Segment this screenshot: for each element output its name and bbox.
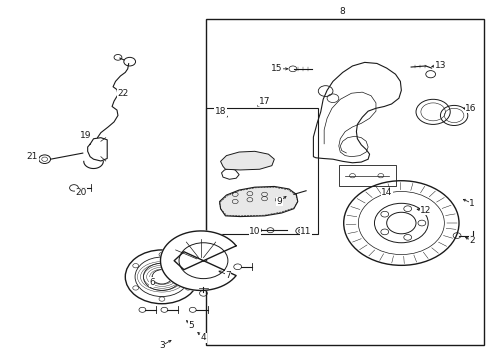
Text: 8: 8 <box>340 7 345 16</box>
Text: 1: 1 <box>469 199 475 208</box>
Text: 16: 16 <box>465 104 476 113</box>
Text: 11: 11 <box>300 228 312 237</box>
Text: 20: 20 <box>75 188 87 197</box>
Text: 14: 14 <box>381 188 392 197</box>
Text: 17: 17 <box>259 96 270 105</box>
Text: 10: 10 <box>249 228 261 237</box>
Text: 18: 18 <box>215 107 226 116</box>
Text: 22: 22 <box>117 89 128 98</box>
Text: 5: 5 <box>188 321 194 330</box>
Text: 19: 19 <box>80 131 92 140</box>
Text: 12: 12 <box>420 206 432 215</box>
Text: 9: 9 <box>276 197 282 206</box>
Text: 13: 13 <box>435 61 446 70</box>
Text: 6: 6 <box>149 278 155 287</box>
Text: 21: 21 <box>27 152 38 161</box>
Text: 4: 4 <box>201 333 206 342</box>
Polygon shape <box>161 231 236 291</box>
Text: 15: 15 <box>271 64 283 73</box>
Polygon shape <box>220 151 274 170</box>
Polygon shape <box>220 186 298 217</box>
Text: 3: 3 <box>159 341 165 350</box>
Text: 2: 2 <box>469 237 475 246</box>
Text: 7: 7 <box>225 270 231 279</box>
